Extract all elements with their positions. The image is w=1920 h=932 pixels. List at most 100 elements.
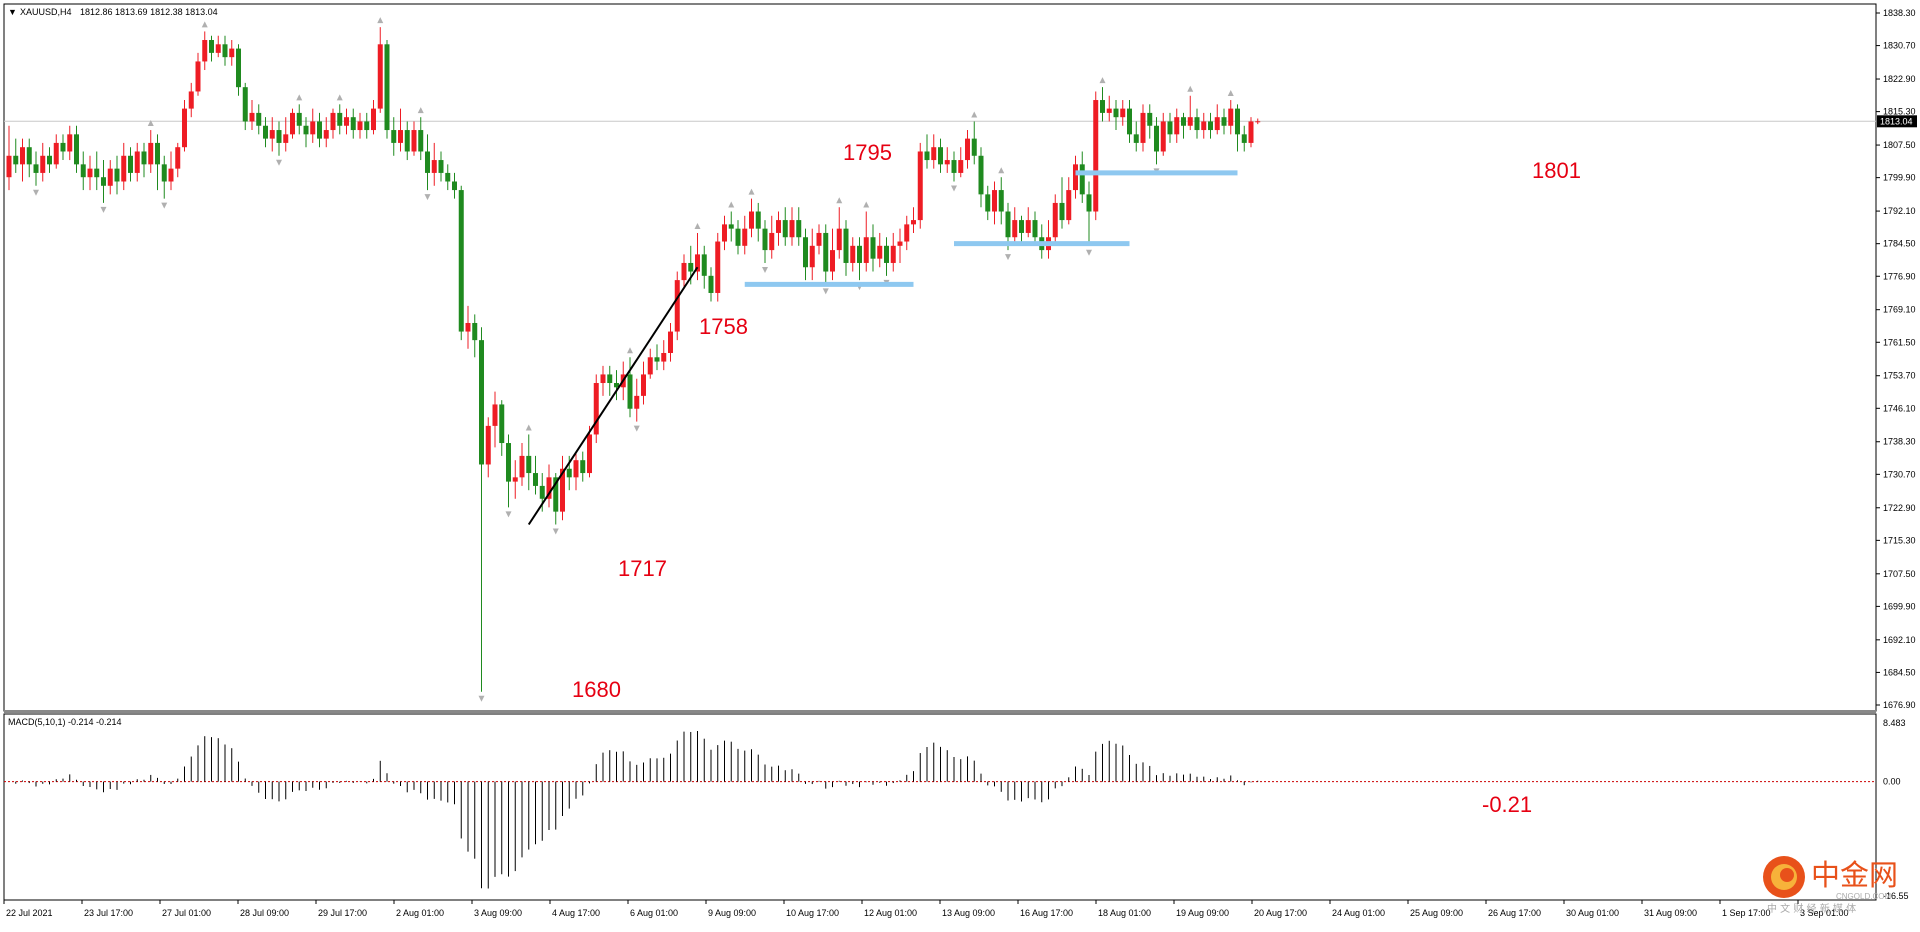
trend-line <box>527 266 699 526</box>
candle-body <box>1194 117 1200 131</box>
candle-body <box>114 168 120 182</box>
logo-sub-en: CNGOLD.COM <box>1836 892 1891 901</box>
candle-body <box>33 164 39 173</box>
candle-body <box>715 241 721 293</box>
candle-body <box>863 237 869 263</box>
fractal-up-marker <box>296 94 303 101</box>
candle-body <box>53 142 59 165</box>
logo-main-text: 中金网 <box>1811 858 1898 892</box>
candle-body <box>749 211 754 229</box>
x-axis-label: 3 Sep 01:00 <box>1800 908 1849 918</box>
candle-body <box>87 168 93 178</box>
candle-body <box>1147 112 1153 126</box>
candle-body <box>1208 121 1213 131</box>
fractal-up-marker <box>748 188 755 195</box>
candle-body <box>445 172 451 182</box>
annotation-1795: 1795 <box>843 140 892 165</box>
candle-body <box>182 108 187 148</box>
candle-body <box>931 147 937 161</box>
x-axis-label: 18 Aug 01:00 <box>1098 908 1151 918</box>
candle-body <box>134 151 140 173</box>
x-axis-label: 2 Aug 01:00 <box>396 908 444 918</box>
macd-label: MACD(5,10,1) -0.214 -0.214 <box>8 717 122 727</box>
candle-body <box>1201 121 1207 131</box>
fractal-up-marker <box>336 94 343 101</box>
candle-body <box>458 190 464 332</box>
macd-tick-label: -16.55 <box>1883 891 1909 901</box>
candle-body <box>215 44 221 53</box>
x-axis-label: 20 Aug 17:00 <box>1254 908 1307 918</box>
macd-tick-label: 0.00 <box>1883 777 1901 787</box>
fractal-down-marker <box>762 266 768 273</box>
candle-body <box>796 220 802 238</box>
candle-body <box>1052 202 1058 238</box>
candle-body <box>830 250 835 272</box>
candle-body <box>519 455 525 478</box>
fractal-up-marker <box>1187 85 1194 92</box>
candle-body <box>755 211 761 229</box>
candle-body <box>371 108 376 131</box>
candle-body <box>384 44 390 131</box>
fractal-up-marker <box>1227 90 1234 97</box>
candle-body <box>533 473 538 486</box>
candle-body <box>553 477 559 512</box>
candle-body <box>573 460 579 478</box>
candle-body <box>1113 108 1119 118</box>
candle-body <box>904 224 910 242</box>
candle-body <box>1214 117 1220 131</box>
candle-body <box>641 374 646 396</box>
candle-body <box>708 275 714 293</box>
annotation-1680: 1680 <box>572 677 621 702</box>
candle-body <box>6 155 12 178</box>
x-axis-label: 9 Aug 09:00 <box>708 908 756 918</box>
price-tick-label: 1676.90 <box>1883 700 1916 710</box>
price-tick-label: 1761.50 <box>1883 337 1916 347</box>
candle-body <box>236 48 241 88</box>
candle-body <box>1167 121 1173 135</box>
candle-body <box>391 130 397 143</box>
price-tick-label: 1692.10 <box>1883 635 1916 645</box>
candle-body <box>587 434 592 474</box>
candle-body <box>1228 108 1234 126</box>
price-tick-label: 1730.70 <box>1883 469 1916 479</box>
fractal-up-marker <box>147 120 154 127</box>
macd-tick-label: 8.483 <box>1883 718 1906 728</box>
candle-body <box>229 48 235 58</box>
candle-body <box>431 160 437 173</box>
current-price-label: 1813.04 <box>1880 116 1913 126</box>
fractal-up-marker <box>863 201 870 208</box>
fractal-down-marker <box>505 511 512 518</box>
candle-body <box>310 121 316 135</box>
price-tick-label: 1715.30 <box>1883 535 1916 545</box>
fractal-down-marker <box>33 189 39 196</box>
candle-body <box>782 220 788 238</box>
candle-body <box>161 164 167 182</box>
candle-body <box>803 237 808 268</box>
candle-body <box>681 262 687 281</box>
x-axis-label: 24 Aug 01:00 <box>1332 908 1385 918</box>
candle-body <box>1012 220 1018 238</box>
candle-body <box>148 142 154 165</box>
candle-body <box>472 322 478 341</box>
candle-body <box>728 224 734 229</box>
price-tick-label: 1807.50 <box>1883 140 1916 150</box>
candle-body <box>600 374 606 384</box>
candle-body <box>1079 164 1085 195</box>
candle-body <box>1181 117 1186 126</box>
candle-body <box>398 130 403 143</box>
price-tick-label: 1746.10 <box>1883 403 1916 413</box>
candle-body <box>256 112 262 126</box>
candle-body <box>222 44 228 58</box>
header-arrow[interactable]: ▼ <box>8 7 17 17</box>
candle-body <box>121 155 127 182</box>
candle-body <box>249 112 255 122</box>
candle-body <box>654 357 660 362</box>
fractal-down-marker <box>1005 254 1011 261</box>
logo-sub-cn: 中 文 财 经 新 媒 体 <box>1767 902 1856 915</box>
candle-body <box>465 322 471 332</box>
fractal-up-marker <box>417 107 424 114</box>
candle-body <box>317 121 322 139</box>
candle-body <box>290 112 295 135</box>
candle-body <box>1106 108 1112 113</box>
